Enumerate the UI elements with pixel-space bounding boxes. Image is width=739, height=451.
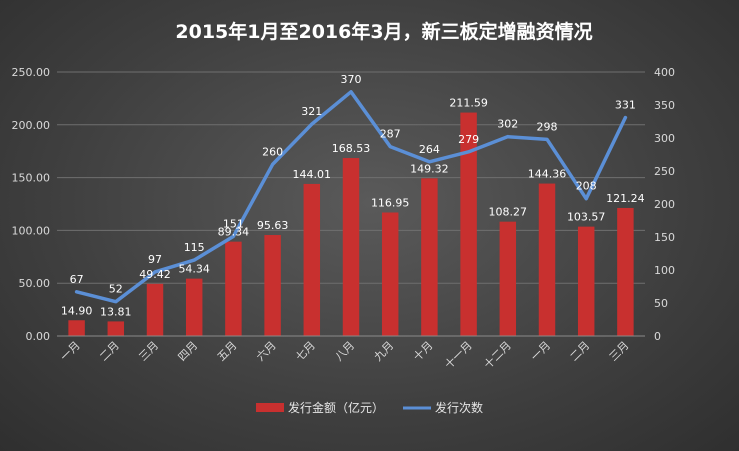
bar-data-label: 95.63 <box>257 219 289 232</box>
line-data-label: 52 <box>109 283 123 296</box>
y-axis-right: 0 50 100 150 200 250 300 350 400 <box>654 66 675 343</box>
legend-swatch-bar <box>256 403 284 412</box>
bar-data-label: 13.81 <box>100 305 132 318</box>
x-tick-label: 三月 <box>136 339 161 364</box>
y-left-tick-label: 150.00 <box>12 172 51 185</box>
bar-series <box>68 112 634 336</box>
x-tick-label: 十月 <box>410 338 435 363</box>
line-data-label: 97 <box>148 253 162 266</box>
x-tick-label: 五月 <box>215 339 240 364</box>
legend: 发行金额（亿元） 发行次数 <box>256 400 483 415</box>
bar-data-label: 149.32 <box>410 162 449 175</box>
x-tick-label: 六月 <box>254 339 279 364</box>
y-right-tick-label: 150 <box>654 231 675 244</box>
chart-title: 2015年1月至2016年3月，新三板定增融资情况 <box>175 20 592 43</box>
y-left-tick-label: 100.00 <box>12 224 51 237</box>
data-labels: 14.90 13.81 49.42 54.34 89.34 95.63 144.01168.… <box>61 73 645 319</box>
bar-data-label: 54.34 <box>178 263 210 276</box>
line-data-label: 208 <box>576 180 597 193</box>
bar-data-label: 89.34 <box>218 226 250 239</box>
bar <box>225 241 242 336</box>
bar <box>421 178 438 336</box>
line-data-label: 331 <box>615 99 636 112</box>
y-right-tick-label: 100 <box>654 264 675 277</box>
line-data-label: 321 <box>301 105 322 118</box>
bar-data-label: 121.24 <box>606 192 645 205</box>
y-right-tick-label: 400 <box>654 66 675 79</box>
bar <box>146 283 164 336</box>
y-left-tick-label: 250.00 <box>12 66 51 79</box>
legend-label-bar: 发行金额（亿元） <box>288 400 384 415</box>
x-tick-label: 一月 <box>58 339 83 364</box>
line-data-label: 370 <box>341 73 362 86</box>
y-right-tick-label: 50 <box>654 297 668 310</box>
bar-data-label: 14.90 <box>61 304 93 317</box>
bar <box>342 158 360 336</box>
x-tick-label: 九月 <box>372 339 397 364</box>
y-right-tick-label: 350 <box>654 99 675 112</box>
bar <box>577 226 595 336</box>
bar <box>264 235 281 336</box>
x-axis: 一月 二月 三月 四月 五月 六月 七月 八月 九月 十月 十一月 十二月 一月 二月 三月 <box>57 335 645 371</box>
line-data-label: 298 <box>537 120 558 133</box>
line-data-label: 302 <box>497 118 518 131</box>
y-left-tick-label: 0.00 <box>26 330 51 343</box>
bar <box>499 221 517 336</box>
bar-data-label: 49.42 <box>139 268 171 281</box>
y-left-tick-label: 200.00 <box>12 119 51 132</box>
bar-data-label: 103.57 <box>567 211 606 224</box>
x-tick-label: 十二月 <box>481 338 514 371</box>
line-data-label: 151 <box>223 217 244 230</box>
x-tick-label: 三月 <box>607 339 632 364</box>
bar <box>303 183 321 336</box>
y-right-tick-label: 250 <box>654 165 675 178</box>
line-data-label: 279 <box>458 133 479 146</box>
bar <box>617 207 634 336</box>
line-series <box>74 90 628 304</box>
bar <box>538 183 556 336</box>
x-tick-label: 二月 <box>97 339 122 364</box>
bar <box>68 320 85 336</box>
bar-data-label: 116.95 <box>371 197 410 210</box>
bar <box>185 278 203 336</box>
bar <box>460 112 477 336</box>
x-tick-label: 八月 <box>332 339 357 364</box>
bar-data-label: 144.01 <box>293 168 332 181</box>
bar <box>381 212 399 336</box>
line-data-label: 287 <box>380 128 401 141</box>
bar-data-label: 168.53 <box>332 142 371 155</box>
y-right-tick-label: 0 <box>654 330 661 343</box>
legend-label-line: 发行次数 <box>435 400 483 415</box>
bar-data-label: 108.27 <box>489 206 528 219</box>
x-tick-label: 七月 <box>293 339 318 364</box>
bar-data-label: 144.36 <box>528 168 567 181</box>
x-tick-label: 四月 <box>176 339 201 364</box>
line-data-label: 264 <box>419 143 440 156</box>
series-line <box>74 90 628 304</box>
x-tick-label: 一月 <box>528 339 553 364</box>
y-left-tick-label: 50.00 <box>19 277 51 290</box>
x-tick-label: 二月 <box>568 339 593 364</box>
y-right-tick-label: 200 <box>654 198 675 211</box>
line-data-label: 260 <box>262 145 283 158</box>
line-data-label: 67 <box>70 273 84 286</box>
bar-data-label: 211.59 <box>449 97 488 110</box>
x-tick-label: 十一月 <box>441 338 474 371</box>
bar <box>107 321 125 336</box>
y-axis-left: 0.00 50.00 100.00 150.00 200.00 250.00 <box>12 66 51 343</box>
y-right-tick-label: 300 <box>654 132 675 145</box>
line-data-label: 115 <box>184 241 205 254</box>
